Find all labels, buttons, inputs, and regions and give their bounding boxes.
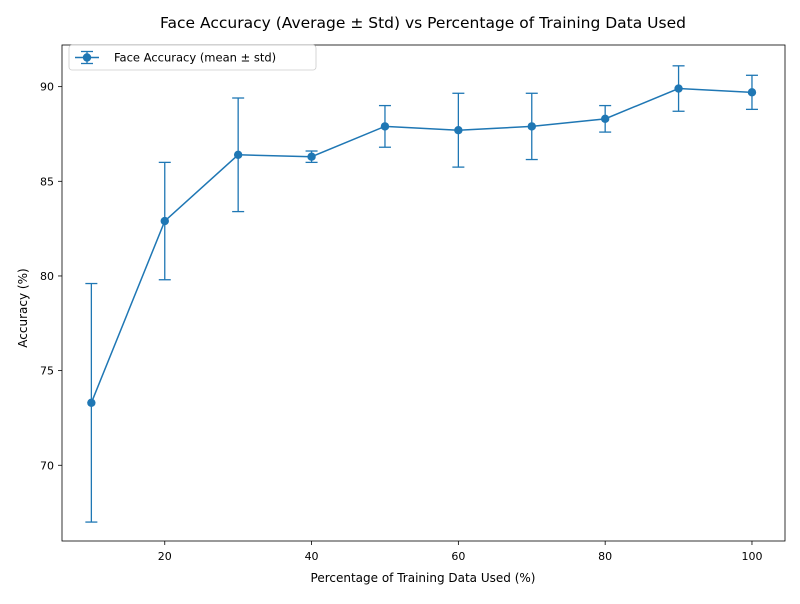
x-tick-label: 40: [305, 550, 319, 563]
data-point: [233, 150, 243, 160]
x-axis-label: Percentage of Training Data Used (%): [311, 571, 536, 585]
data-point: [527, 122, 536, 131]
data-point: [87, 398, 96, 408]
x-tick-label: 80: [598, 550, 612, 563]
chart-title: Face Accuracy (Average ± Std) vs Percent…: [160, 14, 686, 32]
legend-frame: [68, 44, 317, 71]
data-point: [674, 84, 683, 93]
y-tick-label: 80: [40, 270, 54, 283]
legend: Face Accuracy (mean ± std): [68, 44, 317, 71]
x-tick-label: 60: [451, 550, 465, 563]
legend-marker-swatch: [82, 53, 92, 62]
y-tick-label: 75: [40, 365, 54, 378]
x-tick-label: 20: [158, 550, 172, 563]
legend-label: Face Accuracy (mean ± std): [114, 51, 276, 65]
y-tick-label: 90: [40, 81, 54, 94]
data-point: [380, 122, 390, 131]
series-line: [90, 87, 753, 404]
y-tick-label: 85: [40, 175, 54, 188]
y-tick-label: 70: [40, 459, 54, 472]
axes-frame: [61, 44, 786, 542]
data-point: [160, 216, 169, 226]
data-point: [454, 125, 463, 135]
series-0: [85, 65, 758, 523]
x-tick-label: 100: [741, 550, 762, 563]
data-point: [747, 88, 757, 97]
plot-area: 20 40 60 80 100 70 75 80 85 90: [40, 44, 786, 563]
y-axis-label: Accuracy (%): [16, 268, 30, 347]
data-point: [307, 152, 316, 161]
data-point: [600, 114, 610, 124]
